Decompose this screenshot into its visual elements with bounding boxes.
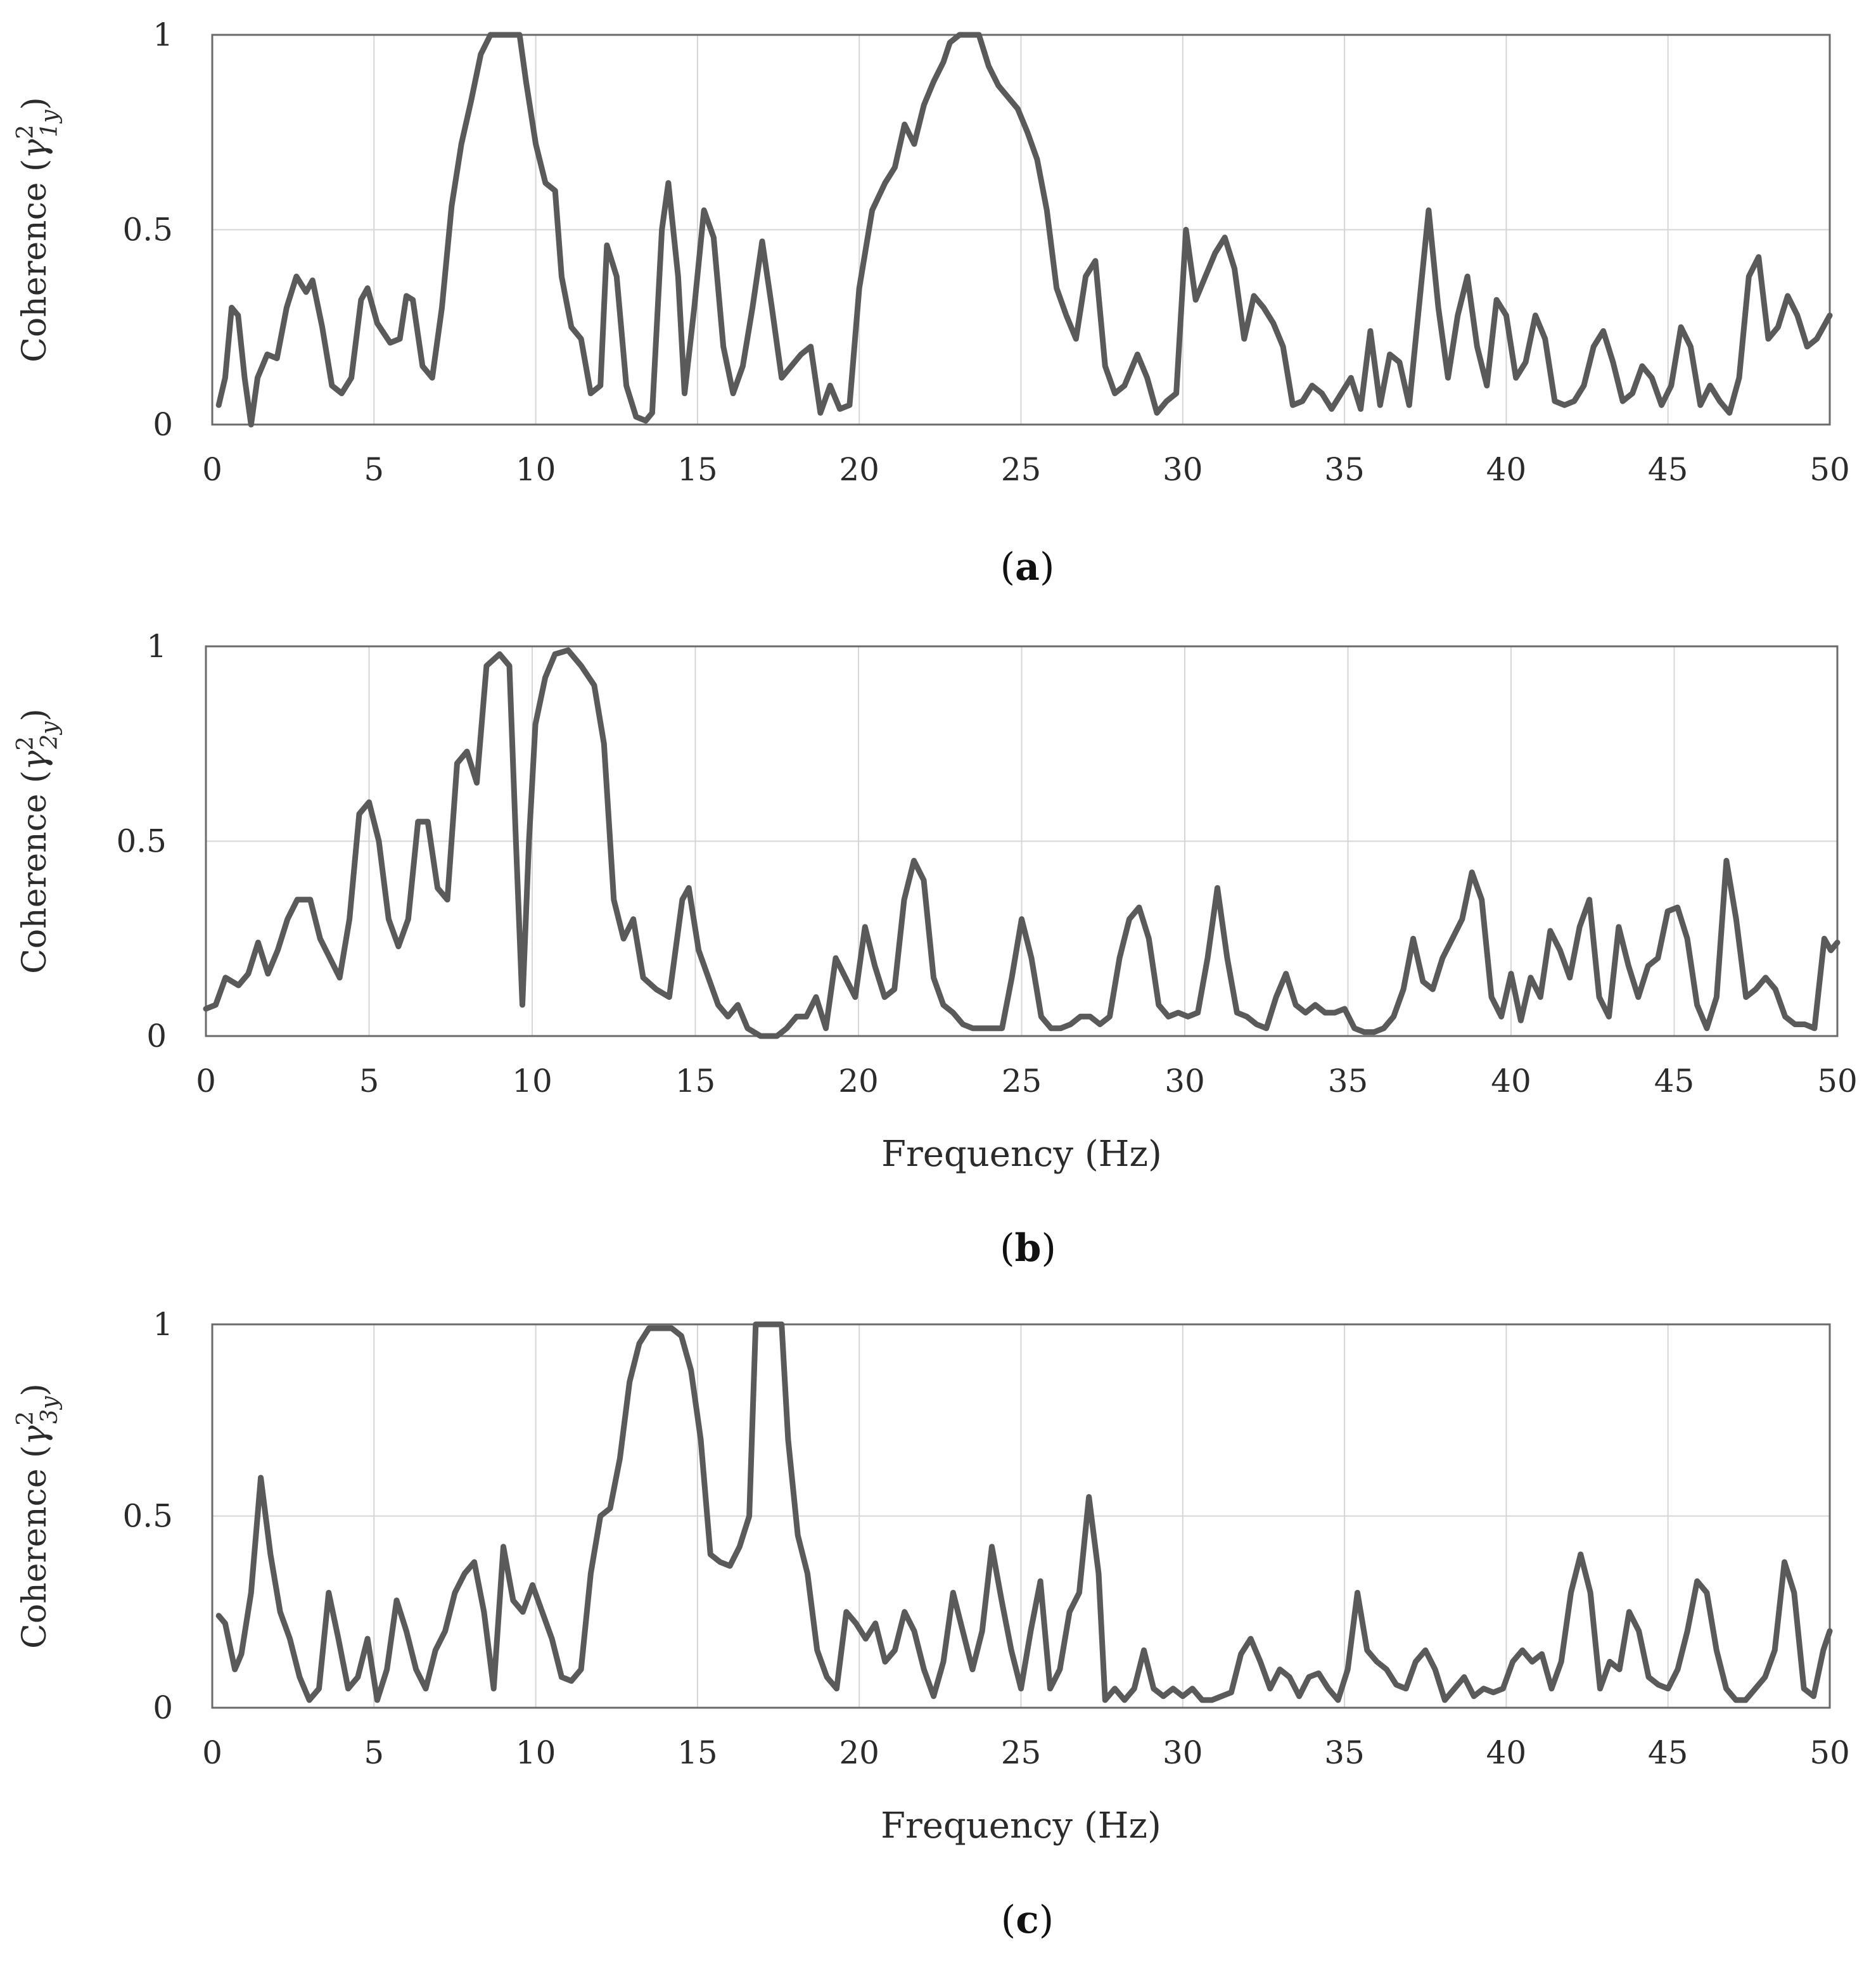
coherence-series-line (215, 1321, 1833, 1703)
x-tick-label: 5 (359, 1063, 380, 1099)
x-tick-label: 40 (1491, 1063, 1531, 1099)
plot-frame (205, 645, 1839, 1037)
y-tick-label: 1 (153, 16, 173, 53)
x-tick-label: 15 (677, 451, 718, 488)
x-tick-label: 0 (202, 451, 222, 488)
x-tick-label: 5 (364, 1734, 384, 1771)
plot-frame (211, 1323, 1831, 1709)
y-axis-label: Coherence (γ23y) (13, 1383, 63, 1649)
y-tick-label: 1 (146, 628, 167, 665)
panel-caption: (b) (1000, 1226, 1056, 1271)
y-tick-label: 0 (153, 1689, 173, 1726)
x-tick-label: 30 (1163, 451, 1203, 488)
coherence-series-line (215, 32, 1833, 428)
x-tick-label: 50 (1809, 1734, 1850, 1771)
panel-caption: (a) (1000, 545, 1055, 589)
x-tick-label: 35 (1328, 1063, 1369, 1099)
y-tick-label: 0 (153, 406, 173, 443)
x-tick-label: 50 (1817, 1063, 1858, 1099)
x-tick-label: 40 (1486, 1734, 1527, 1771)
chart-b: 0 5 10 15 20 25 30 35 40 45 50 0 0.5 1 Coherence (γ22y… (13, 628, 1858, 1271)
x-tick-label: 0 (202, 1734, 222, 1771)
x-tick-label: 30 (1163, 1734, 1203, 1771)
x-tick-label: 20 (839, 1734, 879, 1771)
x-tick-label: 10 (516, 1734, 556, 1771)
coherence-series-line (203, 647, 1841, 1039)
x-tick-label: 30 (1165, 1063, 1205, 1099)
x-tick-label: 35 (1324, 451, 1365, 488)
plot-frame (211, 34, 1831, 426)
x-tick-label: 45 (1648, 1734, 1688, 1771)
y-axis-label: Coherence (γ21y) (13, 97, 63, 362)
x-axis-label: Frequency (Hz) (881, 1805, 1161, 1847)
x-tick-label: 10 (512, 1063, 552, 1099)
x-tick-label: 25 (1001, 1734, 1042, 1771)
x-tick-label: 20 (839, 451, 879, 488)
y-tick-label: 0 (146, 1018, 167, 1054)
chart-c: 0 5 10 15 20 25 30 35 40 45 50 0 0.5 1 Coherence (γ23y… (13, 1306, 1850, 1942)
x-tick-label: 20 (838, 1063, 879, 1099)
x-tick-label: 45 (1654, 1063, 1695, 1099)
x-tick-label: 5 (364, 451, 384, 488)
y-axis-label: Coherence (γ22y) (13, 708, 63, 974)
x-tick-label: 0 (196, 1063, 216, 1099)
chart-a: 0 5 10 15 20 25 30 35 40 45 50 0 0.5 1 Coherence (γ21y… (13, 16, 1850, 589)
x-tick-label: 25 (1002, 1063, 1042, 1099)
x-tick-label: 45 (1648, 451, 1688, 488)
x-tick-label: 35 (1324, 1734, 1365, 1771)
x-tick-label: 15 (675, 1063, 716, 1099)
y-tick-label: 0.5 (122, 1498, 173, 1535)
x-tick-label: 10 (516, 451, 556, 488)
x-tick-label: 50 (1809, 451, 1850, 488)
x-axis-label: Frequency (Hz) (881, 1134, 1162, 1175)
y-tick-label: 1 (153, 1306, 173, 1343)
x-tick-label: 40 (1486, 451, 1527, 488)
y-tick-label: 0.5 (116, 823, 167, 860)
panel-caption: (c) (1001, 1898, 1054, 1942)
x-tick-label: 25 (1001, 451, 1042, 488)
x-tick-label: 15 (677, 1734, 718, 1771)
y-tick-label: 0.5 (122, 212, 173, 248)
